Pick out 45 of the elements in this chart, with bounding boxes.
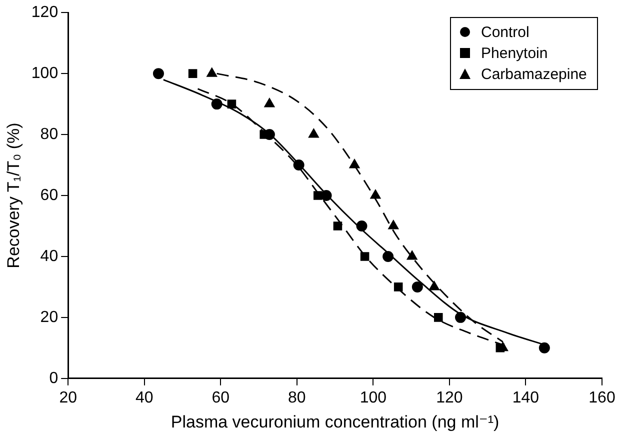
- point: [227, 100, 236, 108]
- point: [356, 220, 368, 232]
- y-tick-label: 60: [40, 186, 58, 204]
- y-tick-label: 0: [49, 370, 58, 387]
- y-tick-label: 120: [31, 4, 58, 22]
- point: [434, 313, 443, 322]
- x-axis-title: Plasma vecuronium concentration (ng ml⁻¹): [170, 412, 500, 432]
- x-tick-label: 160: [588, 389, 616, 406]
- point: [388, 220, 399, 230]
- legend-label: Control: [481, 22, 530, 43]
- point: [370, 190, 381, 199]
- point: [314, 191, 322, 200]
- legend-label: Phenytoin: [481, 44, 548, 64]
- point: [333, 222, 342, 230]
- x-tick-label: 20: [59, 389, 78, 406]
- point: [206, 68, 218, 77]
- point: [293, 160, 304, 171]
- point: [406, 250, 418, 260]
- legend-label: Carbamazepine: [481, 64, 587, 85]
- point: [412, 281, 423, 292]
- point: [308, 128, 319, 138]
- point: [538, 342, 550, 354]
- point: [360, 252, 370, 261]
- point: [320, 190, 332, 201]
- x-tick-label: 80: [288, 389, 306, 406]
- point: [382, 250, 394, 262]
- y-tick-label: 20: [40, 308, 58, 326]
- point: [496, 344, 505, 352]
- point: [264, 98, 275, 108]
- point: [428, 280, 440, 290]
- x-tick-label: 40: [135, 389, 154, 406]
- x-tick-label: 120: [436, 389, 463, 406]
- point: [188, 69, 198, 78]
- x-tick-label: 60: [212, 389, 230, 406]
- point: [211, 98, 222, 110]
- x-tick-label: 100: [360, 389, 387, 406]
- y-tick-label: 100: [31, 64, 58, 82]
- y-tick-label: 80: [40, 126, 58, 143]
- point: [152, 68, 164, 80]
- point: [349, 159, 360, 168]
- point: [455, 312, 466, 323]
- point: [394, 282, 403, 292]
- y-axis-title: Recovery T₁/T₀ (%): [4, 122, 23, 268]
- x-tick-label: 140: [512, 389, 540, 406]
- y-tick-label: 40: [40, 248, 58, 265]
